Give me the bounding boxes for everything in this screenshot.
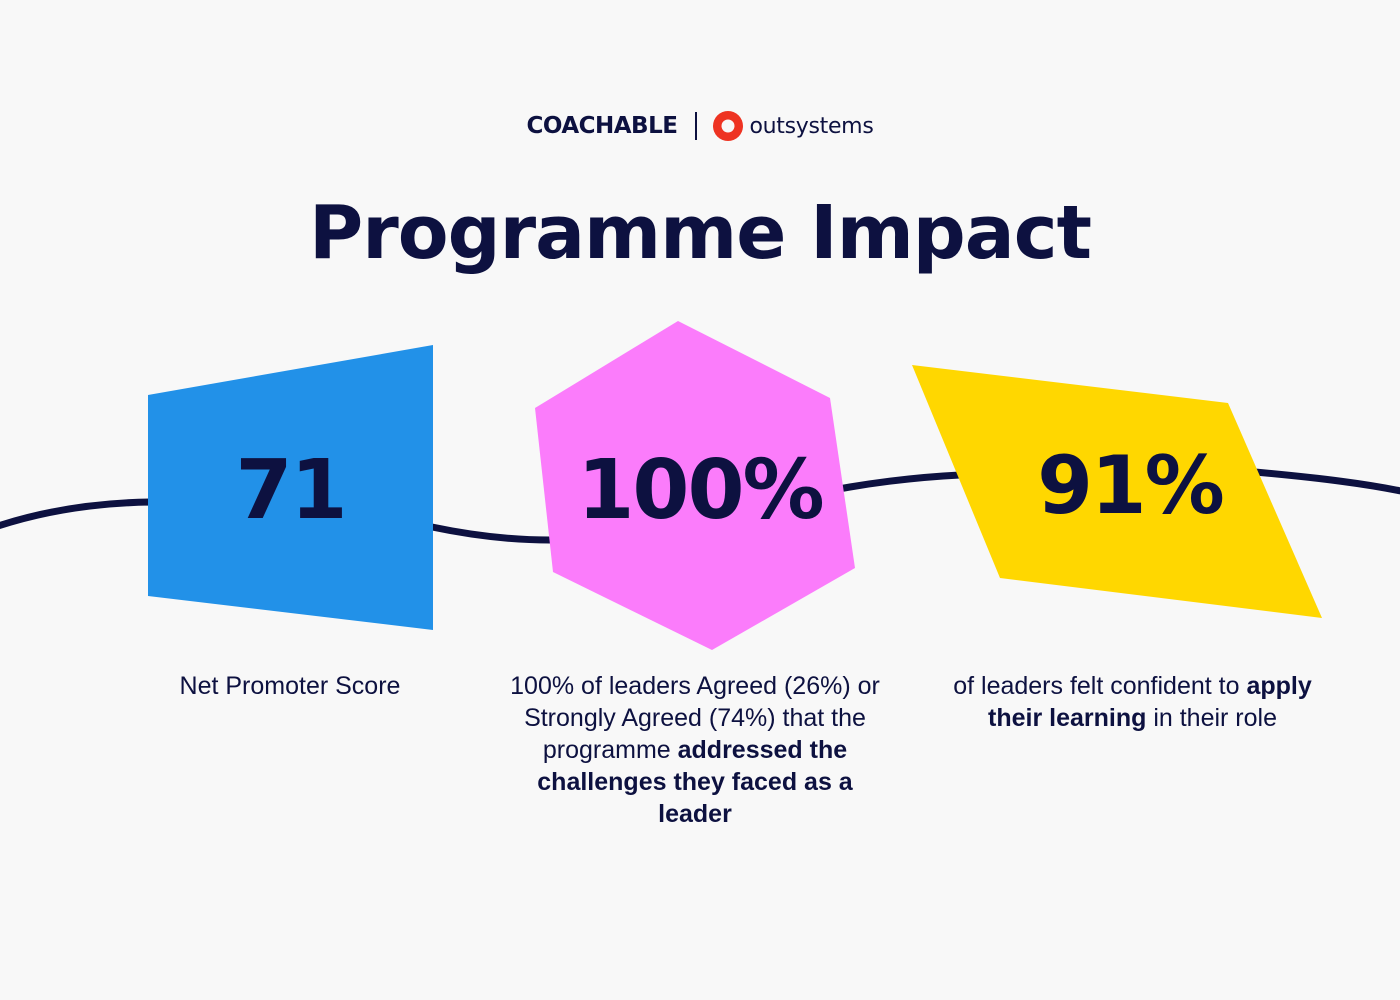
caption-text: in their role — [1146, 704, 1277, 732]
coachable-logo: COACHABLE — [526, 113, 678, 139]
stat-value-agreed: 100% — [577, 443, 824, 538]
caption-bold-text: apply their learning — [988, 672, 1312, 732]
stat-caption-agreed: 100% of leaders Agreed (26%) or Strongly… — [500, 670, 890, 830]
stat-caption-confident: of leaders felt confident to apply their… — [950, 670, 1315, 734]
stat-shape-pink-hexagon — [535, 321, 855, 650]
caption-text: Net Promoter Score — [179, 672, 401, 700]
stat-shape-yellow-parallelogram — [912, 365, 1322, 618]
stat-caption-nps: Net Promoter Score — [140, 670, 440, 702]
outsystems-logo-icon — [713, 111, 744, 141]
stat-value-confident: 91% — [1037, 439, 1224, 532]
outsystems-logo: outsystems — [749, 113, 874, 139]
caption-bold-text: addressed the challenges they faced as a… — [537, 736, 853, 828]
logo-row: COACHABLE outsystems — [0, 108, 1400, 144]
stat-shape-blue-trapezoid — [148, 345, 433, 630]
caption-text: 100% of leaders Agreed (26%) or Strongly… — [510, 672, 880, 764]
stat-value-nps: 71 — [235, 443, 347, 538]
logo-divider — [695, 112, 698, 140]
caption-text: of leaders felt confident to — [953, 672, 1247, 700]
page-title: Programme Impact — [309, 190, 1092, 276]
